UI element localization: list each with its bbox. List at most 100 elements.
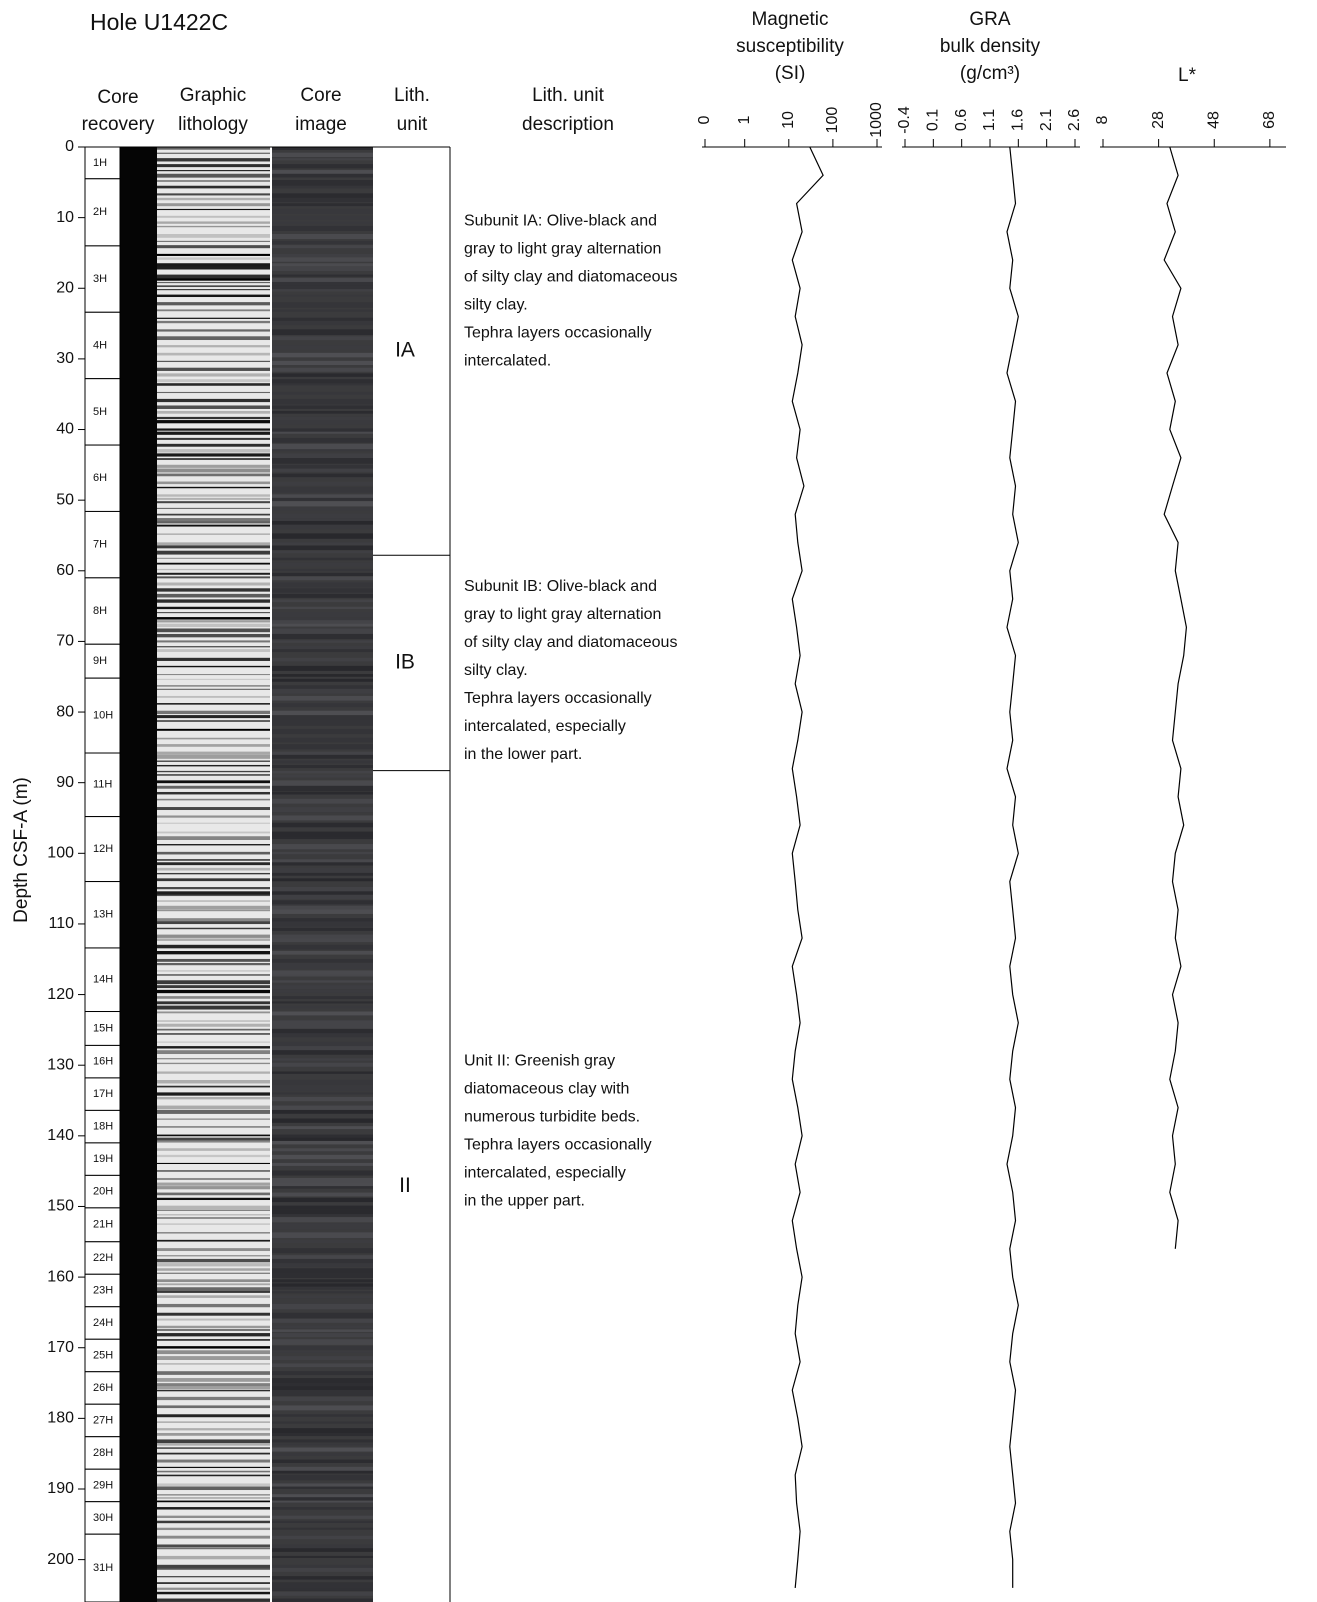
core-image-band xyxy=(272,1119,373,1123)
lithology-stripe xyxy=(157,1210,270,1211)
core-image-band xyxy=(272,974,373,976)
core-image-band xyxy=(272,1214,373,1217)
lithology-stripe xyxy=(157,282,270,283)
core-image-band xyxy=(272,257,373,261)
lithology-stripe xyxy=(157,1475,270,1477)
lithology-stripe xyxy=(157,302,270,305)
core-image-band xyxy=(272,295,373,297)
core-image-band xyxy=(272,938,373,942)
core-image-band xyxy=(272,945,373,950)
depth-tick-label: 30 xyxy=(56,350,74,367)
unit-description: of silty clay and diatomaceous xyxy=(464,634,677,651)
lithology-stripe xyxy=(157,368,270,371)
lithology-stripe xyxy=(157,174,270,178)
log-tick-label: 68 xyxy=(1261,111,1278,129)
lithology-stripe xyxy=(157,1186,270,1189)
lithology-stripe xyxy=(157,887,270,889)
core-label: 20H xyxy=(93,1186,113,1198)
lithology-stripe xyxy=(157,521,270,523)
lithology-stripe xyxy=(157,498,270,500)
lithology-stripe xyxy=(157,254,270,256)
log-tick-label: 48 xyxy=(1205,111,1222,129)
lithology-stripe xyxy=(157,1291,270,1293)
log-tick-label: 0 xyxy=(696,115,713,124)
lithology-stripe xyxy=(157,755,270,759)
core-image-band xyxy=(272,780,373,786)
core-label: 12H xyxy=(93,843,113,855)
core-image-band xyxy=(272,1170,373,1175)
core-image-band xyxy=(272,254,373,258)
core-image-band xyxy=(272,1232,373,1238)
log-tick-label: 8 xyxy=(1094,115,1111,124)
column-header: Lith. xyxy=(394,85,430,106)
core-label: 25H xyxy=(93,1349,113,1361)
lithology-stripe xyxy=(157,226,270,227)
depth-tick-label: 80 xyxy=(56,703,74,720)
lithology-stripe xyxy=(157,514,270,516)
core-image-band xyxy=(272,1141,373,1144)
lithology-stripe xyxy=(157,432,270,435)
lithology-stripe xyxy=(157,1576,270,1577)
lithology-stripe xyxy=(157,599,270,602)
core-label: 2H xyxy=(93,206,107,218)
core-image-band xyxy=(272,815,373,820)
core-image-band xyxy=(272,158,373,160)
lithology-stripe xyxy=(157,180,270,182)
lithology-stripe xyxy=(157,1092,270,1095)
lithology-stripe xyxy=(157,164,270,167)
column-header: lithology xyxy=(178,114,248,135)
core-image-band xyxy=(272,1439,373,1442)
core-image-band xyxy=(272,1428,373,1433)
core-image-band xyxy=(272,458,373,464)
core-image-band xyxy=(272,469,373,472)
unit-description: silty clay. xyxy=(464,662,528,679)
core-image-band xyxy=(272,180,373,186)
core-image-band xyxy=(272,282,373,286)
lithology-stripe xyxy=(157,1414,270,1417)
core-image-band xyxy=(272,951,373,955)
lithology-stripe xyxy=(157,411,270,414)
lithology-stripe xyxy=(157,170,270,171)
core-image-band xyxy=(272,558,373,560)
lithology-stripe xyxy=(157,1046,270,1048)
log-tick-label: 10 xyxy=(780,111,797,129)
lithology-stripe xyxy=(157,624,270,627)
core-image-band xyxy=(272,245,373,248)
lithology-stripe xyxy=(157,1126,270,1128)
core-image-band xyxy=(272,1329,373,1332)
core-label: 22H xyxy=(93,1252,113,1264)
core-image-band xyxy=(272,1080,373,1085)
depth-tick-label: 40 xyxy=(56,421,74,438)
core-image-band xyxy=(272,980,373,982)
log-tick-label: -0.4 xyxy=(896,106,913,134)
lithology-stripe xyxy=(157,1148,270,1151)
log-tick-label: 28 xyxy=(1150,111,1167,129)
lithology-stripe xyxy=(157,494,270,496)
lithology-stripe xyxy=(157,895,270,896)
lithology-stripe xyxy=(157,836,270,840)
core-image-band xyxy=(272,771,373,774)
core-label: 3H xyxy=(93,273,107,285)
core-label: 28H xyxy=(93,1447,113,1459)
core-image-band xyxy=(272,186,373,189)
lithology-stripe xyxy=(157,295,270,297)
unit-label: IB xyxy=(395,651,415,674)
core-image-band xyxy=(272,234,373,239)
lithology-stripe xyxy=(157,752,270,755)
core-image-band xyxy=(272,1350,373,1352)
log-tick-label: 1.6 xyxy=(1010,109,1027,131)
lithology-stripe xyxy=(157,951,270,954)
lithology-stripe xyxy=(157,786,270,789)
core-image-band xyxy=(272,807,373,812)
lithology-stripe xyxy=(157,1443,270,1445)
lithology-stripe xyxy=(157,438,270,440)
core-image-band xyxy=(272,1568,373,1572)
core-image-band xyxy=(272,1433,373,1436)
core-image-band xyxy=(272,963,373,969)
lithology-stripe xyxy=(157,266,270,269)
lithology-stripe xyxy=(157,474,270,477)
core-image-band xyxy=(272,345,373,350)
lithology-stripe xyxy=(157,1268,270,1271)
lithology-stripe xyxy=(157,1170,270,1171)
lithology-stripe xyxy=(157,689,270,690)
